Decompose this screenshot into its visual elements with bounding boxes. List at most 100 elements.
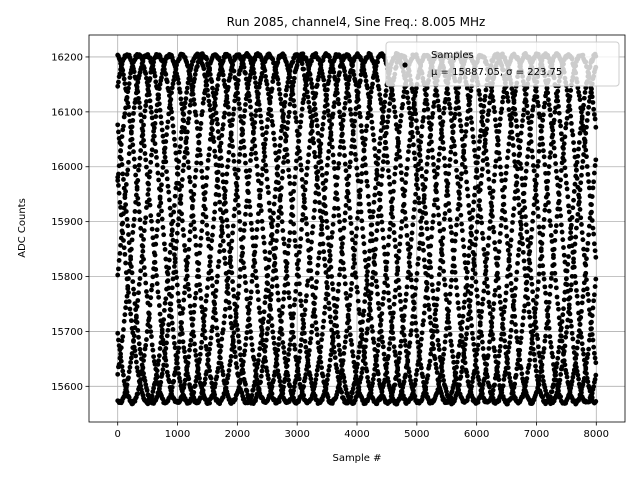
data-point bbox=[312, 154, 318, 160]
data-point bbox=[141, 353, 147, 358]
data-point bbox=[322, 83, 327, 88]
data-point bbox=[495, 135, 500, 140]
data-point bbox=[200, 309, 205, 315]
data-point bbox=[286, 290, 291, 296]
data-point bbox=[467, 245, 472, 251]
data-point bbox=[268, 113, 274, 119]
data-point bbox=[256, 305, 262, 311]
data-point bbox=[469, 379, 475, 385]
data-point bbox=[137, 217, 143, 223]
data-point bbox=[359, 370, 365, 376]
data-point bbox=[445, 181, 451, 186]
data-point bbox=[492, 109, 497, 115]
data-point bbox=[334, 182, 340, 188]
data-point bbox=[228, 354, 234, 359]
data-point bbox=[553, 223, 559, 229]
data-point bbox=[365, 282, 370, 287]
data-point bbox=[513, 163, 518, 169]
data-point bbox=[216, 135, 222, 141]
data-point bbox=[541, 217, 547, 222]
data-point bbox=[362, 257, 368, 263]
data-point bbox=[116, 136, 122, 141]
data-point bbox=[579, 116, 585, 122]
data-point bbox=[444, 297, 449, 303]
data-point bbox=[187, 174, 192, 180]
data-point bbox=[264, 368, 270, 374]
data-point bbox=[343, 386, 349, 392]
data-point bbox=[366, 256, 372, 262]
data-point bbox=[144, 99, 149, 104]
data-point bbox=[291, 98, 296, 103]
data-point bbox=[560, 237, 566, 243]
data-point bbox=[452, 238, 458, 244]
data-point bbox=[214, 87, 220, 92]
data-point bbox=[430, 155, 436, 160]
data-point bbox=[413, 182, 419, 188]
data-point bbox=[261, 149, 267, 155]
data-point bbox=[150, 235, 156, 241]
data-point bbox=[414, 177, 420, 183]
data-point bbox=[541, 378, 546, 384]
data-point bbox=[315, 340, 321, 346]
data-point bbox=[174, 157, 179, 163]
data-point bbox=[331, 213, 337, 219]
data-point bbox=[443, 292, 449, 298]
data-point bbox=[192, 295, 198, 301]
data-point bbox=[534, 294, 540, 299]
data-point bbox=[528, 350, 533, 356]
data-point bbox=[300, 212, 306, 217]
data-point bbox=[529, 281, 535, 287]
data-point bbox=[334, 369, 340, 375]
data-point bbox=[518, 365, 524, 371]
data-point bbox=[118, 351, 123, 357]
data-point bbox=[299, 113, 304, 118]
data-point bbox=[279, 108, 285, 113]
data-point bbox=[178, 96, 184, 102]
data-point bbox=[393, 156, 399, 162]
data-point bbox=[245, 317, 251, 323]
data-point bbox=[294, 62, 300, 68]
data-point bbox=[397, 292, 403, 298]
data-point bbox=[125, 223, 131, 229]
data-point bbox=[499, 178, 505, 184]
data-point bbox=[564, 268, 570, 274]
data-point bbox=[450, 129, 456, 135]
data-point bbox=[454, 222, 459, 228]
data-point bbox=[295, 368, 301, 374]
data-point bbox=[546, 164, 552, 169]
data-point bbox=[236, 339, 242, 345]
data-point bbox=[186, 354, 192, 360]
data-point bbox=[502, 209, 508, 215]
data-point bbox=[192, 183, 197, 189]
data-point bbox=[525, 301, 531, 307]
data-point bbox=[146, 181, 151, 187]
data-point bbox=[160, 225, 166, 230]
data-point bbox=[334, 304, 340, 309]
data-point bbox=[552, 153, 558, 159]
data-point bbox=[496, 353, 502, 359]
data-point bbox=[239, 368, 245, 374]
data-point bbox=[349, 342, 355, 347]
data-point bbox=[534, 332, 540, 338]
data-point bbox=[486, 235, 492, 241]
data-point bbox=[350, 237, 355, 243]
data-point bbox=[205, 93, 211, 99]
data-point bbox=[482, 280, 487, 286]
data-point bbox=[316, 191, 322, 197]
data-point bbox=[204, 82, 210, 88]
data-point bbox=[509, 86, 515, 92]
data-point bbox=[289, 315, 294, 321]
data-point bbox=[451, 247, 457, 253]
data-point bbox=[297, 155, 303, 161]
data-point bbox=[177, 196, 183, 202]
data-point bbox=[432, 356, 438, 362]
data-point bbox=[451, 382, 457, 388]
data-point bbox=[492, 246, 498, 252]
data-point bbox=[392, 109, 398, 115]
data-point bbox=[389, 207, 395, 212]
data-point bbox=[236, 283, 242, 289]
data-point bbox=[184, 150, 190, 156]
data-point bbox=[171, 129, 177, 135]
data-point bbox=[548, 233, 554, 238]
data-point bbox=[375, 342, 381, 348]
